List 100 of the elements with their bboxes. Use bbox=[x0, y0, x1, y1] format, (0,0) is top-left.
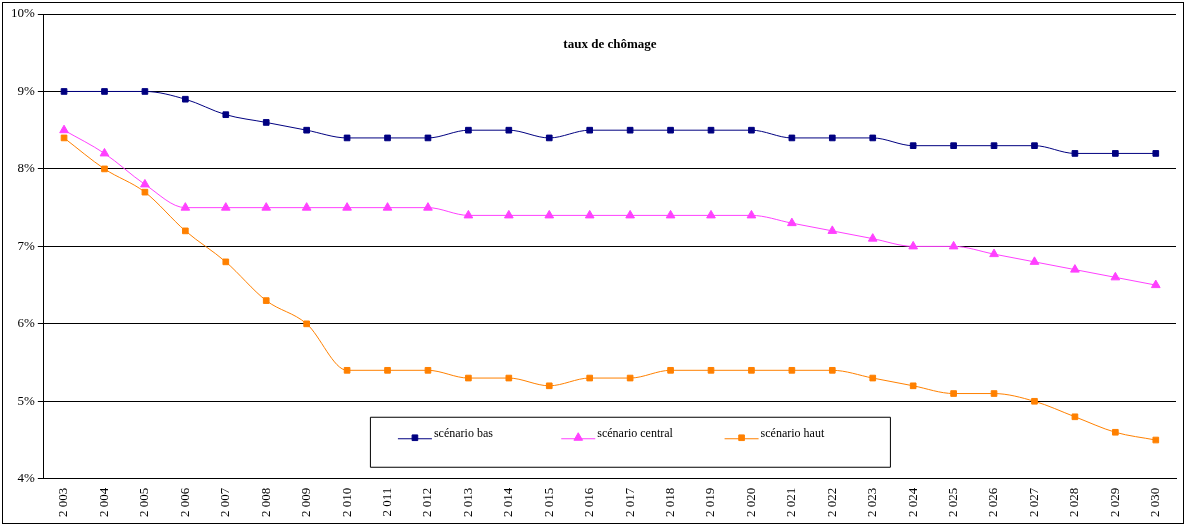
point bbox=[908, 240, 919, 250]
x-tick-label: 2 014 bbox=[500, 487, 516, 517]
x-tick-label: 2 024 bbox=[904, 487, 920, 517]
y-tick-label: 7% bbox=[17, 237, 35, 253]
point bbox=[141, 188, 149, 196]
x-tick-label: 2 017 bbox=[621, 487, 637, 517]
point bbox=[706, 209, 716, 219]
point bbox=[869, 374, 877, 382]
point bbox=[465, 374, 472, 382]
y-tick-label: 6% bbox=[17, 315, 35, 331]
legend-label: scénario central bbox=[597, 425, 674, 440]
legend-label: scénario bas bbox=[433, 425, 494, 440]
point bbox=[261, 202, 272, 211]
point bbox=[1031, 142, 1038, 150]
x-tick-label: 2 005 bbox=[136, 487, 152, 517]
point bbox=[1110, 271, 1121, 281]
x-tick-label: 2 007 bbox=[217, 487, 233, 517]
x-tick-label: 2 028 bbox=[1066, 487, 1082, 517]
point bbox=[222, 258, 230, 266]
point bbox=[827, 225, 838, 234]
point bbox=[303, 320, 310, 328]
x-tick-label: 2 016 bbox=[581, 487, 597, 517]
x-tick-label: 2 026 bbox=[985, 487, 1001, 517]
y-tick-label: 10% bbox=[10, 5, 35, 21]
x-tick-label: 2 027 bbox=[1025, 487, 1041, 517]
point bbox=[220, 202, 231, 211]
point bbox=[384, 366, 391, 374]
point bbox=[950, 142, 957, 150]
point bbox=[1112, 428, 1119, 436]
point bbox=[828, 366, 836, 374]
point bbox=[545, 382, 553, 390]
point bbox=[625, 209, 635, 219]
point bbox=[584, 209, 595, 219]
point bbox=[626, 126, 634, 134]
point bbox=[343, 134, 351, 142]
point bbox=[1112, 150, 1119, 157]
point bbox=[384, 134, 391, 142]
x-tick-label: 2 030 bbox=[1147, 487, 1163, 517]
point bbox=[989, 248, 999, 258]
y-tick-label: 5% bbox=[17, 392, 35, 408]
point bbox=[301, 202, 312, 211]
x-tick-label: 2 015 bbox=[540, 487, 556, 517]
point bbox=[60, 88, 68, 95]
point bbox=[504, 209, 514, 219]
point bbox=[1031, 397, 1038, 405]
x-tick-label: 2 004 bbox=[95, 487, 111, 517]
point bbox=[343, 366, 351, 374]
point bbox=[1152, 150, 1160, 157]
y-tick-label: 4% bbox=[17, 470, 35, 486]
point bbox=[748, 126, 755, 134]
point bbox=[707, 366, 715, 374]
point bbox=[140, 178, 150, 188]
point bbox=[707, 126, 715, 134]
point bbox=[465, 126, 472, 134]
point bbox=[182, 227, 189, 235]
point bbox=[948, 240, 959, 250]
x-tick-label: 2 021 bbox=[783, 487, 799, 517]
x-tick-label: 2 029 bbox=[1106, 487, 1122, 517]
point bbox=[59, 124, 69, 134]
point bbox=[101, 88, 108, 95]
point bbox=[182, 95, 189, 103]
point bbox=[99, 147, 110, 157]
point bbox=[950, 390, 957, 397]
point bbox=[505, 126, 513, 134]
point bbox=[990, 142, 998, 150]
point bbox=[463, 209, 474, 219]
point bbox=[788, 134, 796, 142]
point bbox=[423, 202, 433, 211]
x-tick-label: 2 023 bbox=[864, 487, 880, 517]
text: taux de chômage bbox=[563, 36, 657, 52]
point bbox=[667, 366, 674, 374]
point bbox=[1029, 256, 1040, 265]
point bbox=[586, 126, 594, 134]
point bbox=[424, 366, 432, 374]
point bbox=[1152, 436, 1160, 444]
x-tick-label: 2 011 bbox=[378, 487, 394, 517]
x-tick-label: 2 009 bbox=[298, 487, 314, 517]
x-tick-label: 2 020 bbox=[742, 487, 758, 517]
point bbox=[222, 111, 230, 119]
point bbox=[342, 202, 352, 211]
x-tick-label: 2 010 bbox=[338, 487, 354, 517]
point bbox=[544, 209, 555, 219]
point bbox=[262, 297, 270, 304]
point bbox=[748, 366, 755, 374]
point bbox=[545, 134, 553, 142]
point bbox=[746, 209, 757, 219]
point bbox=[788, 366, 796, 374]
point bbox=[141, 88, 149, 95]
x-tick-label: 2 022 bbox=[823, 487, 839, 517]
point bbox=[909, 142, 917, 150]
point bbox=[101, 165, 108, 173]
point bbox=[60, 134, 68, 142]
x-tick-label: 2 019 bbox=[702, 487, 718, 517]
x-tick-label: 2 025 bbox=[945, 487, 961, 517]
x-tick-label: 2 008 bbox=[257, 487, 273, 517]
point bbox=[382, 202, 393, 211]
point bbox=[665, 209, 676, 219]
point bbox=[869, 134, 877, 142]
point bbox=[262, 119, 270, 126]
point bbox=[586, 374, 594, 382]
